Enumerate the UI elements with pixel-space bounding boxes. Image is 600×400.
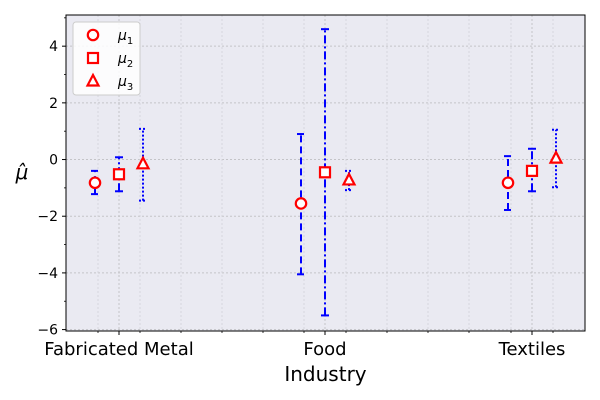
data-point-circle [501,176,515,190]
data-point-square [525,164,539,177]
y-tick-label: 2 [49,96,58,112]
y-tick-label: −6 [37,323,58,339]
data-point-triangle [548,149,564,164]
y-axis: −6 −4 −2 0 2 4 [37,17,66,339]
y-tick-label: −2 [37,209,58,225]
data-point-square [318,166,332,179]
y-tick-label: 4 [49,39,58,55]
legend-marker-square [86,51,100,65]
y-tick-label: −4 [37,266,58,282]
y-tick-label: 0 [49,153,58,169]
legend-marker-circle [86,28,100,42]
data-point-circle [294,197,308,210]
data-point-triangle [135,155,151,170]
data-point-square [112,168,126,181]
x-tick-label: Fabricated Metal [44,339,193,360]
x-axis: Fabricated Metal Food Textiles [44,331,565,360]
data-point-triangle [341,171,357,186]
x-axis-label: Industry [284,362,366,386]
data-point-circle [88,176,102,190]
data-markers [88,149,564,210]
x-tick-label: Textiles [498,339,566,360]
x-tick-label: Food [303,339,346,360]
y-axis-label: μ̂ [15,160,29,184]
legend-marker-triangle [85,72,101,87]
